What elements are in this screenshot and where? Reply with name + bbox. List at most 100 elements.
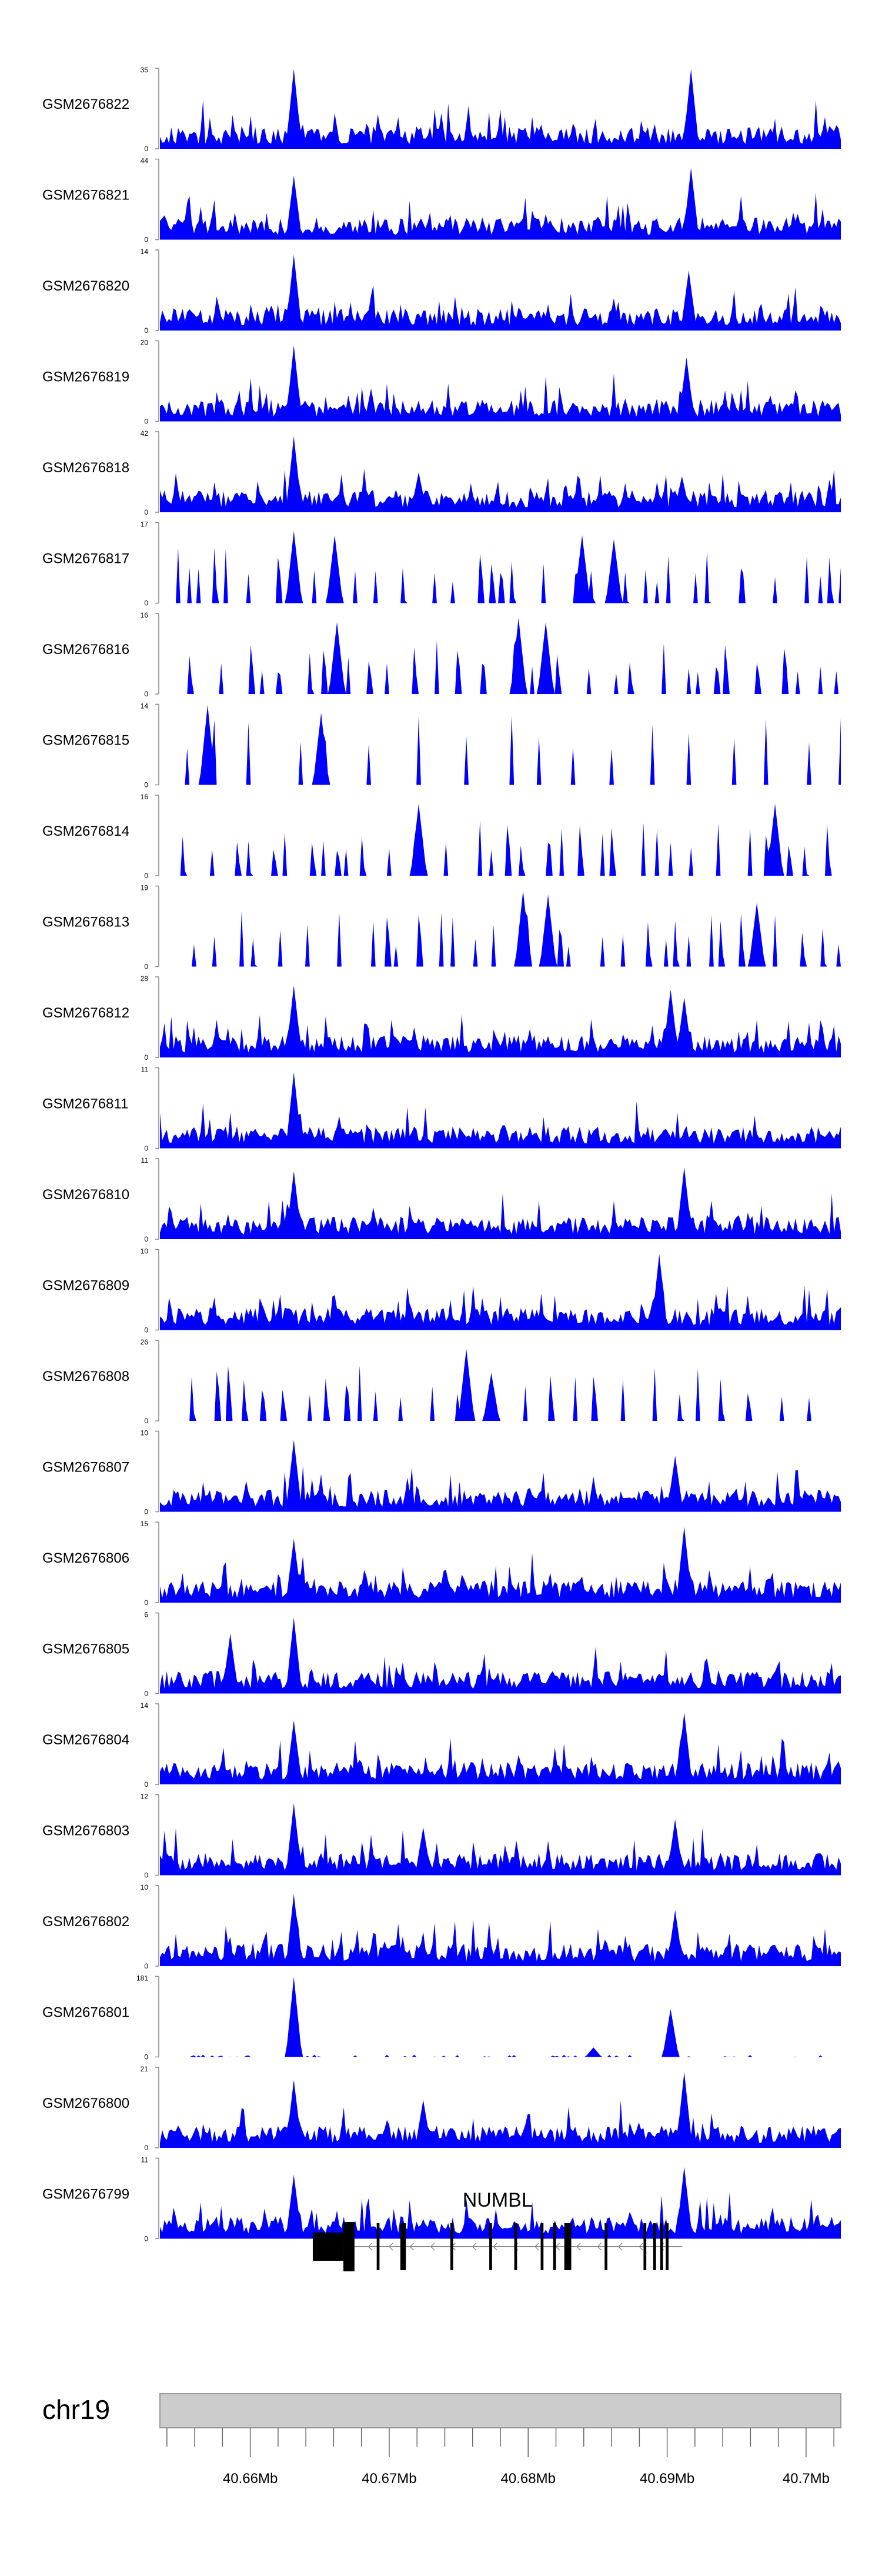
track-label: GSM2676805 [42, 1641, 129, 1657]
track-ymax-label: 42 [141, 429, 149, 438]
track-ymin-label: 0 [144, 236, 148, 244]
track-label: GSM2676812 [42, 1005, 129, 1021]
signal-area [160, 1617, 841, 1694]
tick-label: 40.67Mb [362, 2471, 416, 2487]
chromosome-ideogram-bar [159, 2393, 841, 2428]
track-ymax-label: 28 [141, 975, 149, 983]
track: GSM2676818 42 0 [42, 429, 841, 516]
track-label: GSM2676819 [42, 369, 129, 385]
track: GSM2676799 11 0 [42, 2156, 841, 2243]
track-label: GSM2676815 [42, 733, 129, 749]
track-ymax-label: 16 [141, 611, 149, 619]
gene-exon [489, 2223, 492, 2270]
signal-area [160, 345, 841, 422]
signal-area [160, 531, 841, 603]
tick-label: 40.7Mb [783, 2471, 830, 2487]
strand-arrow [430, 2243, 435, 2251]
signal-area [160, 1072, 841, 1149]
gene-exon [666, 2223, 669, 2270]
track-ymax-label: 19 [141, 884, 149, 892]
track: GSM2676802 10 0 [42, 1883, 841, 1970]
track: GSM2676807 10 0 [42, 1429, 841, 1516]
track-label: GSM2676810 [42, 1187, 129, 1203]
track: GSM2676806 15 0 [42, 1520, 841, 1607]
track: GSM2676801 181 0 [42, 1974, 841, 2061]
signal-area [160, 1349, 841, 1421]
track: GSM2676803 12 0 [42, 1793, 841, 1880]
gene-exon [553, 2223, 556, 2270]
strand-arrow [472, 2243, 477, 2251]
gene-exon [312, 2233, 343, 2261]
track: GSM2676800 21 0 [42, 2065, 841, 2152]
track-label: GSM2676802 [42, 1914, 129, 1930]
chromosome-label: chr19 [42, 2394, 110, 2425]
track-ymin-label: 0 [144, 690, 148, 698]
track-ymax-label: 14 [141, 1701, 149, 1710]
track: GSM2676817 17 0 [42, 520, 841, 608]
strand-arrow [493, 2243, 497, 2251]
track-ymin-label: 0 [144, 872, 148, 880]
track-ymin-label: 0 [144, 508, 148, 516]
tick-label: 40.68Mb [501, 2471, 556, 2487]
track: GSM2676805 6 0 [42, 1611, 841, 1698]
track-label: GSM2676816 [42, 642, 129, 658]
track-label: GSM2676801 [42, 2005, 129, 2021]
track-ymax-label: 15 [141, 1520, 149, 1528]
signal-area [160, 436, 841, 512]
gene-exon [540, 2223, 544, 2270]
track-ymin-label: 0 [144, 781, 148, 789]
track-ymin-label: 0 [144, 1326, 148, 1334]
track-ymax-label: 12 [141, 1793, 149, 1801]
track: GSM2676812 28 0 [42, 975, 841, 1062]
strand-arrow [617, 2243, 623, 2251]
track-ymin-label: 0 [144, 2235, 148, 2243]
track: GSM2676808 26 0 [42, 1338, 841, 1425]
track-ymin-label: 0 [144, 2144, 148, 2152]
track-ymax-label: 26 [141, 1338, 149, 1346]
track-ymin-label: 0 [144, 1690, 148, 1698]
gene-exon [343, 2222, 355, 2271]
track-ymax-label: 11 [141, 1066, 149, 1074]
track-ymin-label: 0 [144, 145, 148, 153]
track-ymin-label: 0 [144, 418, 148, 426]
track: GSM2676815 14 0 [42, 702, 841, 789]
track-label: GSM2676822 [42, 96, 129, 112]
signal-area [160, 1712, 841, 1784]
track-ymax-label: 14 [141, 702, 149, 710]
track-ymin-label: 0 [144, 599, 148, 608]
signal-area [160, 1167, 841, 1239]
track-label: GSM2676807 [42, 1460, 129, 1476]
track-ymax-label: 11 [141, 1156, 149, 1164]
track-ymin-label: 0 [144, 1780, 148, 1788]
gene-exon [643, 2223, 647, 2270]
track-ymin-label: 0 [144, 1871, 148, 1880]
signal-area [160, 2071, 841, 2148]
track-ymax-label: 20 [141, 339, 149, 347]
strand-arrow [639, 2243, 643, 2251]
track: GSM2676811 11 0 [42, 1066, 841, 1153]
track-ymax-label: 21 [141, 2065, 149, 2073]
tick-label: 40.69Mb [640, 2471, 694, 2487]
signal-area [160, 803, 841, 876]
track-ymin-label: 0 [144, 1508, 148, 1516]
track-label: GSM2676799 [42, 2187, 129, 2203]
gene-exon [564, 2223, 572, 2270]
track-label: GSM2676804 [42, 1732, 129, 1748]
track-ymin-label: 0 [144, 1235, 148, 1243]
signal-area [160, 168, 841, 240]
strand-arrow [576, 2243, 581, 2251]
signal-area [160, 1894, 841, 1966]
signal-area [160, 1977, 841, 2057]
track-ymax-label: 10 [141, 1247, 149, 1256]
gene-exon [376, 2223, 380, 2270]
strand-arrow [368, 2243, 372, 2251]
track-ymax-label: 17 [141, 520, 149, 529]
track-label: GSM2676820 [42, 278, 129, 294]
gene-exon [660, 2223, 663, 2270]
gene-track: NUMBL [312, 2189, 683, 2271]
signal-area [160, 2167, 841, 2239]
track: GSM2676814 16 0 [42, 793, 841, 880]
signal-area [160, 1803, 841, 1876]
genome-axis: chr19 40.66Mb 40.67Mb 40.68Mb 40.69Mb 40.7Mb [42, 2393, 841, 2487]
gene-exon [653, 2223, 656, 2270]
